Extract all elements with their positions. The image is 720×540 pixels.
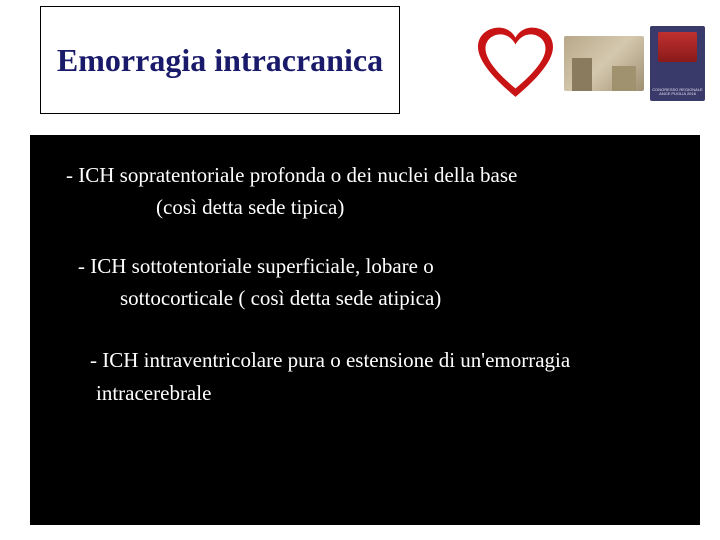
bullet-1-line1: - ICH sopratentoriale profonda o dei nuc…	[66, 161, 682, 189]
bullet-3-line1: - ICH intraventricolare pura o estension…	[90, 346, 682, 374]
content-box: - ICH sopratentoriale profonda o dei nuc…	[30, 135, 700, 525]
logo-area: CONGRESSO REGIONALE ANCE PUGLIA 2018	[473, 18, 708, 108]
header: Emorragia intracranica CONGRESSO REGIONA…	[0, 0, 720, 120]
logo-photo-icon	[564, 36, 644, 91]
slide-title: Emorragia intracranica	[57, 41, 383, 79]
logo-caption: CONGRESSO REGIONALE ANCE PUGLIA 2018	[650, 88, 705, 97]
bullet-2-line2: sottocorticale ( così detta sede atipica…	[120, 284, 682, 312]
title-box: Emorragia intracranica	[40, 6, 400, 114]
bullet-3-line2: intracerebrale	[96, 379, 682, 407]
logo-sidebar-icon: CONGRESSO REGIONALE ANCE PUGLIA 2018	[650, 26, 705, 101]
bullet-1-line2: (così detta sede tipica)	[156, 193, 682, 221]
bullet-2-line1: - ICH sottotentoriale superficiale, loba…	[78, 252, 682, 280]
heart-logo-icon	[473, 26, 558, 101]
